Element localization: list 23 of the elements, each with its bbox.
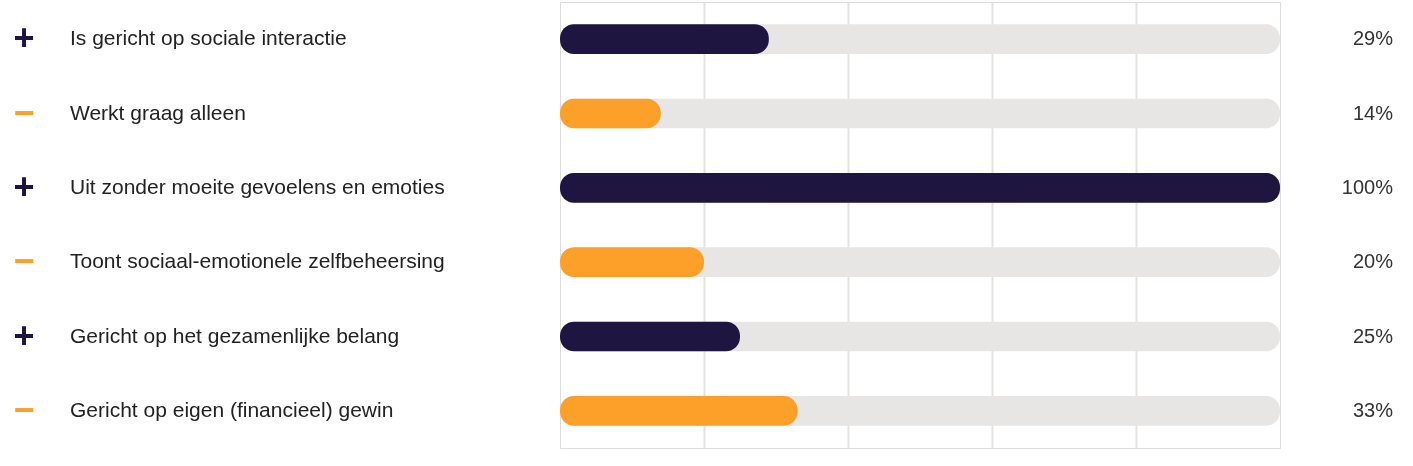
data-label: 20% [1352, 250, 1394, 273]
text: − [13, 91, 35, 133]
data-label: 100% [1341, 175, 1394, 198]
y-tick-label: Gericht op het gezamenlijke belang [70, 323, 400, 347]
data-label: 29% [1352, 27, 1394, 50]
y-tick-label: Uit zonder moeite gevoelens en emoties [70, 174, 445, 198]
bar [560, 98, 661, 129]
text: − [13, 240, 35, 282]
data-label: 14% [1352, 101, 1394, 124]
data-label: 25% [1352, 324, 1394, 347]
y-tick-label: Is gericht op sociale interactie [70, 26, 347, 50]
text: + [13, 314, 35, 356]
text: + [13, 17, 35, 59]
text: + [13, 165, 35, 207]
y-tick-label: Gericht op eigen (financieel) gewin [70, 397, 394, 421]
data-label: 33% [1352, 398, 1394, 421]
bar [560, 247, 704, 278]
y-tick-label: Werkt graag alleen [70, 100, 246, 124]
text: − [13, 388, 35, 430]
bar [560, 24, 769, 55]
bar [560, 321, 740, 352]
bar [560, 395, 798, 426]
y-tick-label: Toont sociaal-emotionele zelfbeheersing [70, 249, 445, 273]
